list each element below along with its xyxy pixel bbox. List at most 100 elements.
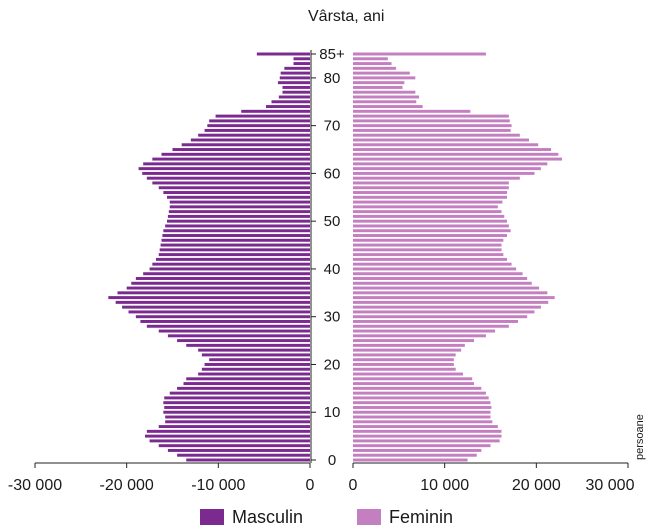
bar-masculin-74: [266, 105, 310, 109]
bar-feminin-57: [353, 186, 509, 190]
bar-feminin-22: [353, 353, 456, 357]
bar-masculin-68: [198, 133, 310, 137]
bar-masculin-23: [198, 348, 310, 352]
bar-feminin-71: [353, 119, 510, 123]
bar-masculin-48: [163, 229, 310, 233]
bar-masculin-67: [190, 138, 310, 142]
bar-feminin-68: [353, 133, 520, 137]
bar-masculin-78: [282, 85, 310, 89]
legend-item-feminin: Feminin: [357, 507, 453, 527]
bar-masculin-5: [145, 434, 310, 438]
bar-feminin-24: [353, 343, 465, 347]
bar-feminin-28: [353, 324, 509, 328]
bar-masculin-72: [215, 114, 310, 118]
x-tick-label-left-3: 0: [306, 477, 315, 494]
bar-masculin-40: [149, 267, 310, 271]
bar-feminin-61: [353, 167, 541, 171]
age-tick-label-9: 85+: [319, 46, 345, 63]
bar-masculin-13: [164, 396, 310, 400]
bar-masculin-69: [204, 128, 310, 132]
bar-feminin-31: [353, 310, 535, 314]
bar-masculin-1: [177, 453, 310, 457]
bar-masculin-16: [183, 382, 310, 386]
bar-feminin-69: [353, 128, 511, 132]
bar-feminin-40: [353, 267, 517, 271]
x-tick-label-right-2: 20 000: [512, 477, 561, 494]
bar-masculin-59: [146, 176, 310, 180]
age-tick-label-6: 60: [324, 165, 341, 182]
bar-masculin-61: [138, 167, 310, 171]
bar-masculin-33: [115, 300, 311, 304]
x-tick-label-left-0: -30 000: [8, 477, 62, 494]
bar-feminin-4: [353, 439, 500, 443]
bar-feminin-76: [353, 95, 419, 99]
bar-feminin-43: [353, 253, 504, 257]
bar-masculin-82: [284, 66, 310, 70]
bar-feminin-66: [353, 143, 539, 147]
bar-masculin-29: [140, 320, 310, 323]
bar-feminin-3: [353, 444, 491, 448]
bar-masculin-75: [271, 100, 310, 104]
bar-masculin-6: [146, 429, 310, 433]
bar-masculin-21: [209, 358, 310, 362]
bar-masculin-62: [143, 162, 310, 166]
bar-masculin-37: [131, 281, 310, 285]
bar-masculin-14: [169, 391, 310, 395]
bar-masculin-51: [167, 214, 310, 218]
bar-masculin-46: [161, 238, 310, 242]
bar-masculin-26: [167, 334, 310, 338]
bar-masculin-4: [149, 439, 310, 443]
bar-masculin-41: [152, 262, 310, 266]
bar-feminin-5: [353, 434, 502, 438]
bar-feminin-34: [353, 296, 555, 300]
age-tick-label-8: 80: [324, 70, 341, 87]
bar-masculin-8: [165, 420, 310, 424]
bar-masculin-73: [241, 109, 310, 113]
bar-feminin-67: [353, 138, 529, 142]
bar-feminin-11: [353, 405, 492, 409]
bar-masculin-11: [164, 405, 310, 409]
bar-feminin-9: [353, 415, 491, 419]
bar-feminin-6: [353, 429, 502, 433]
bar-feminin-39: [353, 272, 523, 276]
bar-feminin-1: [353, 453, 477, 457]
bar-feminin-44: [353, 248, 502, 252]
age-tick-label-7: 70: [324, 118, 341, 135]
bar-masculin-84: [293, 57, 310, 61]
bar-masculin-30: [135, 315, 310, 319]
bar-masculin-10: [163, 410, 310, 414]
bar-feminin-0: [353, 458, 468, 462]
bar-feminin-32: [353, 305, 541, 309]
bar-masculin-50: [167, 219, 310, 223]
bar-masculin-9: [165, 415, 310, 419]
bar-masculin-70: [207, 124, 310, 128]
bar-masculin-28: [146, 324, 310, 328]
legend-swatch-feminin: [357, 509, 381, 525]
bar-masculin-52: [168, 210, 310, 214]
bar-feminin-18: [353, 372, 463, 376]
bar-feminin-82: [353, 66, 397, 70]
bar-masculin-83: [293, 62, 310, 66]
bar-masculin-22: [201, 353, 310, 357]
age-tick-label-2: 20: [324, 356, 341, 373]
bar-masculin-65: [172, 148, 310, 152]
bar-masculin-55: [167, 195, 310, 199]
bar-masculin-49: [165, 224, 310, 228]
bar-masculin-66: [181, 143, 310, 147]
bar-feminin-72: [353, 114, 509, 118]
bar-masculin-76: [278, 95, 310, 99]
bar-feminin-59: [353, 176, 520, 180]
bar-masculin-44: [159, 248, 310, 252]
x-tick-label-right-0: 0: [349, 477, 358, 494]
bar-masculin-15: [177, 386, 310, 390]
bar-feminin-56: [353, 191, 507, 194]
bar-feminin-8: [353, 420, 493, 424]
bar-masculin-42: [156, 257, 310, 261]
bar-feminin-51: [353, 214, 505, 218]
bar-feminin-36: [353, 286, 540, 290]
bar-feminin-41: [353, 262, 512, 266]
x-tick-label-left-1: -20 000: [100, 477, 154, 494]
x-tick-label-right-3: 30 000: [586, 477, 635, 494]
bar-feminin-2: [353, 448, 482, 452]
bar-masculin-81: [280, 71, 310, 75]
